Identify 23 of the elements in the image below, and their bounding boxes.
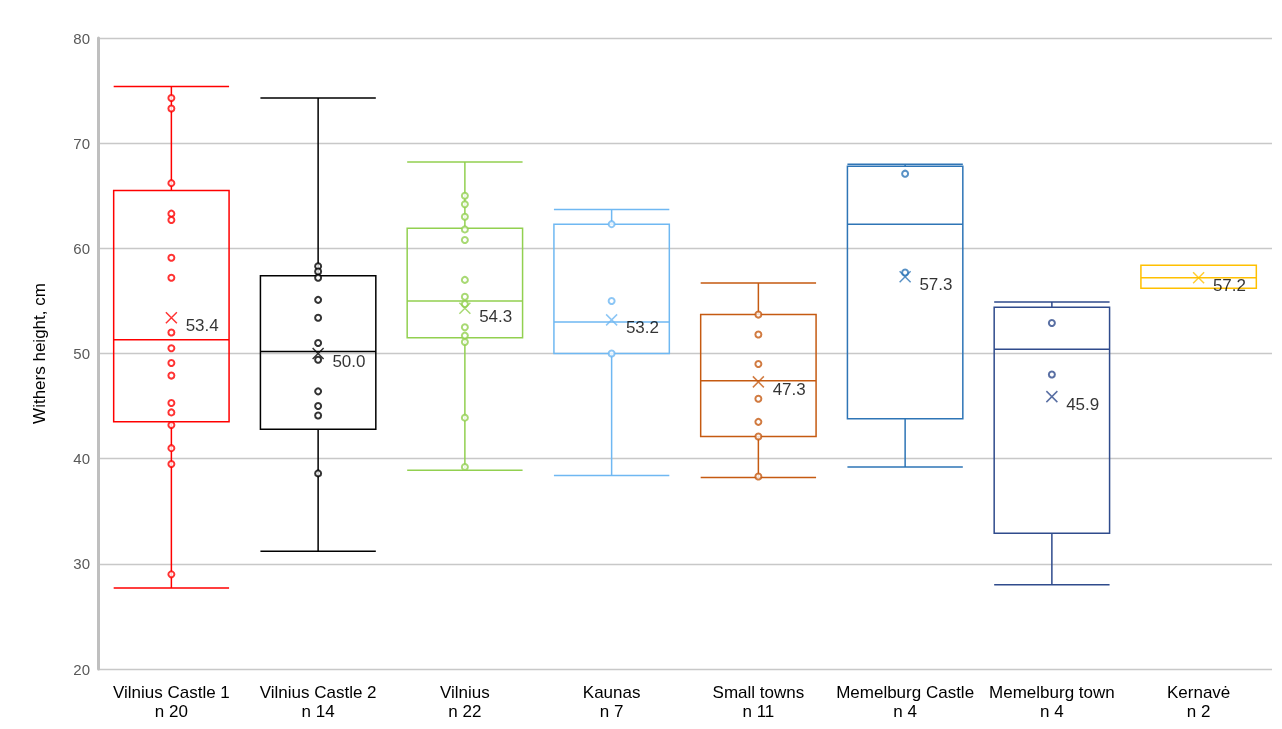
- data-label: 54.3: [479, 306, 513, 326]
- x-tick-label: Kernavė n 2: [1166, 683, 1231, 721]
- data-label: 45.9: [1066, 395, 1100, 415]
- x-tick-label: Vilnius Castle 2 n 14: [259, 683, 377, 721]
- y-tick-label: 70: [73, 134, 90, 152]
- data-label: 53.2: [625, 318, 659, 338]
- y-tick-label: 20: [73, 660, 90, 678]
- data-label: 53.4: [185, 316, 219, 336]
- x-tick-label: Vilnius n 22: [439, 683, 490, 721]
- x-tick-label: Vilnius Castle 1 n 20: [112, 683, 230, 721]
- data-label: 50.0: [332, 352, 366, 371]
- x-tick-label: Small towns n 11: [712, 683, 805, 721]
- y-tick-label: 80: [73, 29, 90, 47]
- data-label: 57.3: [919, 275, 953, 295]
- y-axis-title: Withers height, cm: [30, 283, 49, 424]
- y-tick-label: 60: [73, 239, 90, 257]
- y-tick-label: 40: [73, 450, 90, 468]
- y-tick-label: 30: [73, 555, 90, 573]
- x-tick-label: Kaunas n 7: [582, 683, 641, 721]
- y-tick-label: 50: [73, 345, 90, 362]
- x-tick-label: Memelburg town n 4: [989, 683, 1115, 721]
- x-tick-label: Memelburg Castle n 4: [836, 683, 975, 721]
- data-label: 47.3: [772, 380, 806, 400]
